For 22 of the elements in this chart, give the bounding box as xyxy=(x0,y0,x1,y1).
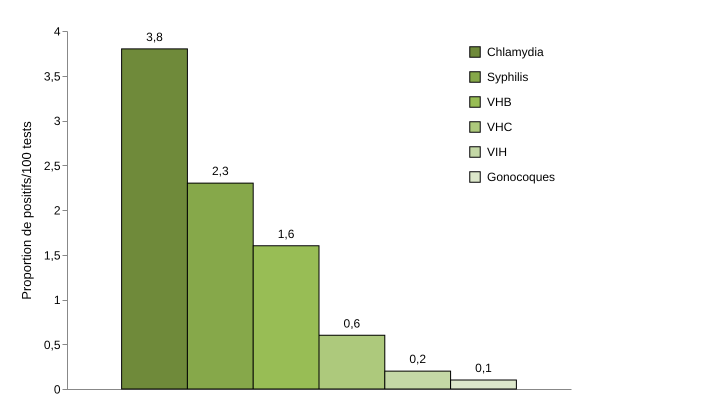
legend-label: Syphilis xyxy=(487,70,528,84)
data-label: 0,1 xyxy=(475,361,492,376)
y-tick-label: 0,5 xyxy=(44,338,61,352)
y-tick-label: 0 xyxy=(54,382,61,396)
legend-label: Gonocoques xyxy=(487,170,556,184)
legend-label: Chlamydia xyxy=(487,45,544,59)
y-tick-label: 3,5 xyxy=(44,69,61,84)
data-label: 1,6 xyxy=(278,226,295,241)
y-tick-label: 1 xyxy=(54,293,61,307)
y-tick-label: 2 xyxy=(54,204,61,218)
y-tick-label: 3 xyxy=(54,114,61,128)
y-tick-label: 1,5 xyxy=(44,248,61,262)
data-label: 0,6 xyxy=(344,316,361,330)
y-tick-label: 2,5 xyxy=(44,158,61,173)
data-label: 3,8 xyxy=(146,30,164,44)
legend-label: VIH xyxy=(487,145,508,159)
data-label: 2,3 xyxy=(212,164,229,178)
y-tick-label: 4 xyxy=(54,24,61,38)
y-axis-title: Proportion de positifs/100 tests xyxy=(18,120,34,300)
legend-label: VHC xyxy=(487,120,513,134)
data-label: 0,2 xyxy=(409,352,426,366)
legend-label: VHB xyxy=(487,95,512,109)
